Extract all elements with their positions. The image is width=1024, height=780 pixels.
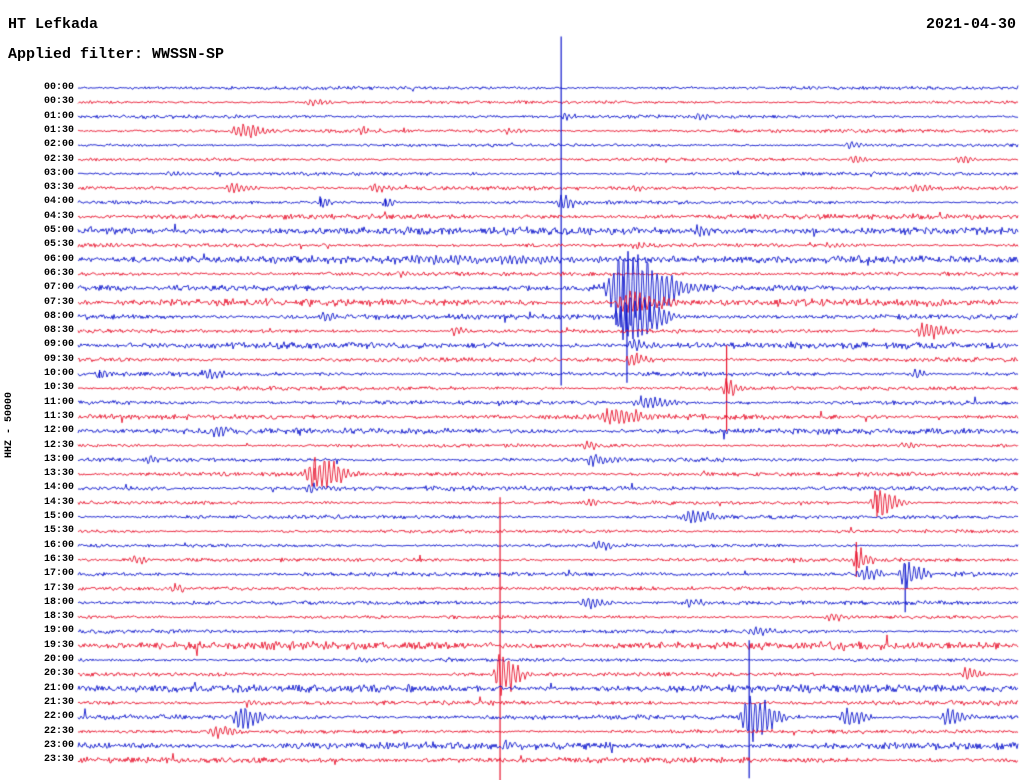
time-label: 17:30: [43, 582, 74, 594]
time-label: 00:00: [43, 82, 74, 93]
time-label: 01:30: [43, 124, 74, 136]
time-label: 19:00: [43, 625, 74, 637]
time-label: 17:00: [43, 568, 74, 580]
time-label: 02:00: [43, 139, 74, 151]
time-label: 04:30: [43, 210, 74, 222]
time-label: 23:30: [43, 754, 74, 766]
time-label: 16:30: [43, 553, 74, 565]
time-label: 00:30: [43, 96, 74, 108]
time-label: 22:00: [43, 711, 74, 723]
time-label: 10:00: [43, 368, 74, 379]
time-label: 13:00: [43, 453, 74, 465]
time-label: 22:30: [43, 725, 74, 737]
time-label: 16:00: [43, 539, 74, 551]
time-label: 09:00: [43, 339, 74, 351]
time-label: 07:30: [43, 296, 74, 308]
time-label: 06:00: [43, 253, 74, 265]
station-title: HT Lefkada: [8, 16, 99, 33]
time-label: 07:00: [43, 282, 74, 294]
time-label: 18:30: [43, 611, 74, 623]
time-label: 05:00: [43, 225, 74, 236]
time-label: 13:30: [43, 468, 74, 480]
time-axis: 00:00 00:30 01:00 01:30 02:00 02:30 03:00 03:30…: [0, 0, 74, 780]
time-label: 21:30: [43, 696, 74, 708]
time-label: 15:00: [43, 511, 74, 522]
time-label: 12:00: [43, 425, 74, 437]
time-label: 21:00: [43, 682, 74, 694]
time-label: 08:00: [43, 310, 74, 322]
time-label: 19:30: [43, 639, 74, 651]
time-label: 14:30: [43, 496, 74, 508]
time-label: 20:00: [43, 654, 74, 665]
time-label: 18:00: [43, 596, 74, 608]
time-label: 08:30: [43, 325, 74, 337]
time-label: 11:30: [43, 410, 74, 422]
time-label: 20:30: [43, 668, 74, 680]
time-label: 23:00: [43, 739, 74, 751]
time-label: 12:30: [43, 439, 74, 451]
time-label: 10:30: [43, 382, 74, 394]
date-label: 2021-04-30: [925, 16, 1016, 33]
time-label: 01:00: [43, 110, 74, 122]
time-label: 03:30: [43, 182, 74, 194]
time-label: 04:00: [43, 196, 74, 208]
time-label: 14:00: [43, 482, 74, 494]
time-label: 05:30: [43, 239, 74, 251]
time-label: 15:30: [43, 525, 74, 537]
time-label: 11:00: [43, 396, 74, 408]
time-label: 06:30: [43, 267, 74, 279]
time-label: 09:30: [43, 353, 74, 365]
time-label: 03:00: [43, 167, 74, 179]
applied-filter-label: Applied filter: WWSSN-SP: [8, 46, 225, 63]
time-label: 02:30: [43, 153, 74, 165]
